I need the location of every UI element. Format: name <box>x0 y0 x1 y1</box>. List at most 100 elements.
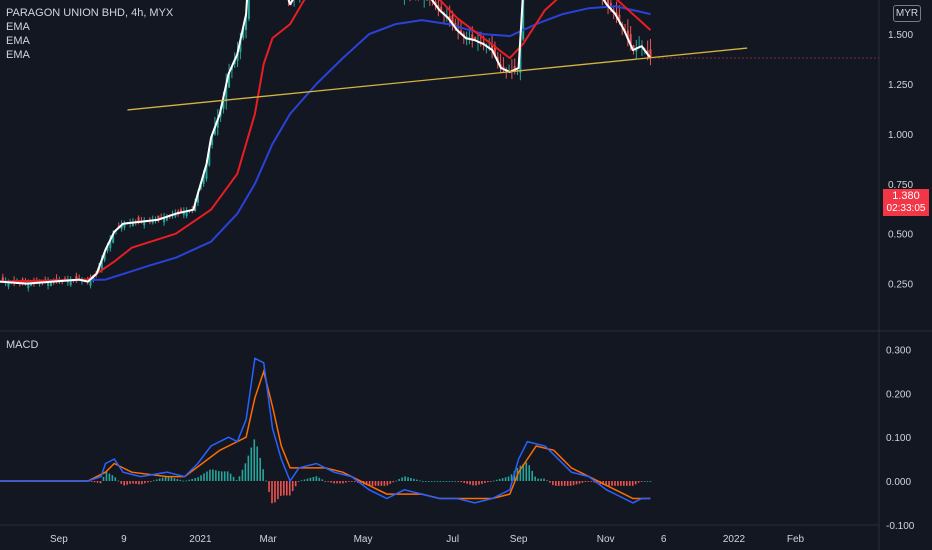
macd-histogram-bar <box>605 481 607 486</box>
price-tick-label[interactable]: 0.500 <box>888 230 913 241</box>
macd-histogram-bar <box>158 478 161 481</box>
macd-histogram-bar <box>297 481 300 482</box>
ema-legend-1[interactable]: EMA <box>6 21 30 33</box>
candle-body <box>646 50 649 55</box>
main-pane[interactable] <box>0 0 879 292</box>
macd-histogram-bar <box>457 481 460 482</box>
macd-histogram-bar <box>442 481 445 482</box>
time-tick-label[interactable]: Feb <box>787 534 805 545</box>
chart-legend: PARAGON UNION BHD, 4h, MYX EMA EMA EMA <box>6 6 173 62</box>
ema-legend-2[interactable]: EMA <box>6 35 30 47</box>
macd-histogram-bar <box>445 481 448 482</box>
ema-legend-3[interactable]: EMA <box>6 49 30 61</box>
candle-body <box>626 30 629 39</box>
macd-histogram-bar <box>534 476 536 481</box>
macd-histogram-bar <box>404 476 406 481</box>
macd-histogram-bar <box>108 473 111 481</box>
candle-body <box>49 281 52 286</box>
time-tick-label[interactable]: 2021 <box>189 534 212 545</box>
macd-legend[interactable]: MACD <box>6 339 39 351</box>
candle-body <box>208 147 211 166</box>
macd-tick-label[interactable]: 0.200 <box>886 389 911 400</box>
candle-body <box>245 14 248 30</box>
candle-body <box>174 213 177 217</box>
candle-body <box>482 41 485 45</box>
symbol-title[interactable]: PARAGON UNION BHD, 4h, MYX <box>6 7 174 19</box>
macd-histogram-bar <box>365 481 368 486</box>
macd-tick-label[interactable]: 0.100 <box>886 433 911 444</box>
time-tick-label[interactable]: May <box>354 534 373 545</box>
macd-histogram-bar <box>318 477 321 481</box>
macd-histogram-bar <box>147 481 149 483</box>
candle-body <box>451 15 454 24</box>
macd-histogram-bar <box>575 481 578 485</box>
candle-body <box>618 14 621 22</box>
time-axis[interactable]: Sep 9 2021 Mar May Jul Sep Nov 6 2022 Feb <box>50 534 805 545</box>
time-tick-label[interactable]: 2022 <box>723 534 746 545</box>
macd-histogram-bar <box>481 481 483 484</box>
time-tick-label[interactable]: Mar <box>259 534 277 545</box>
candle-body <box>236 53 239 61</box>
macd-histogram-bar <box>392 481 395 483</box>
time-tick-label[interactable]: Sep <box>510 534 528 545</box>
time-tick-label[interactable]: 6 <box>661 534 667 545</box>
macd-histogram-bar <box>259 457 261 481</box>
macd-histogram-bar <box>620 481 622 486</box>
macd-histogram-bar <box>389 481 392 484</box>
price-tick-label[interactable]: 1.250 <box>888 80 913 91</box>
macd-histogram-bar <box>439 481 442 482</box>
price-tick-label[interactable]: 0.250 <box>888 280 913 291</box>
macd-histogram-bar <box>584 481 587 482</box>
macd-pane[interactable] <box>0 357 652 504</box>
time-tick-label[interactable]: Nov <box>597 534 615 545</box>
macd-histogram-bar <box>525 462 528 481</box>
macd-histogram-bar <box>223 471 226 481</box>
candle-body <box>239 40 242 53</box>
price-axis[interactable]: 1.500 1.250 1.000 0.750 0.500 0.250 <box>888 30 913 291</box>
macd-histogram-bar <box>179 479 182 481</box>
macd-histogram-bar <box>368 481 371 486</box>
macd-histogram-bar <box>256 446 259 481</box>
macd-histogram-bar <box>427 481 430 482</box>
macd-histogram-bar <box>634 481 637 485</box>
macd-histogram-bar <box>315 476 318 481</box>
candle-body <box>1 277 4 282</box>
macd-tick-label[interactable]: -0.100 <box>886 521 915 532</box>
macd-histogram-bar <box>552 481 554 486</box>
macd-tick-label[interactable]: 0.300 <box>886 346 911 357</box>
macd-histogram-bar <box>463 481 465 483</box>
price-tick-label[interactable]: 1.000 <box>888 130 913 141</box>
price-tick-label[interactable]: 1.500 <box>888 30 913 41</box>
candle-body <box>106 245 109 251</box>
macd-histogram-bar <box>608 481 610 486</box>
macd-histogram-bar <box>407 477 409 481</box>
time-tick-label[interactable]: 9 <box>121 534 127 545</box>
macd-axis[interactable]: 0.300 0.200 0.100 0.000 -0.100 <box>886 346 915 532</box>
macd-histogram-bar <box>330 481 332 483</box>
macd-histogram-bar <box>359 481 362 484</box>
macd-histogram-bar <box>262 469 264 481</box>
time-tick-label[interactable]: Sep <box>50 534 68 545</box>
macd-histogram-bar <box>421 481 424 482</box>
macd-histogram-bar <box>466 481 468 484</box>
price-tick-label[interactable]: 0.750 <box>888 180 913 191</box>
macd-histogram-bar <box>353 481 356 482</box>
macd-histogram-bar <box>167 476 170 481</box>
macd-histogram-bar <box>285 481 288 496</box>
macd-histogram-bar <box>152 480 155 482</box>
macd-histogram-bar <box>637 481 640 483</box>
macd-histogram-bar <box>303 479 306 481</box>
macd-histogram-bar <box>540 478 542 481</box>
time-tick-label[interactable]: Jul <box>446 534 459 545</box>
macd-histogram-bar <box>90 481 93 482</box>
macd-histogram-bar <box>268 481 270 492</box>
macd-histogram-bar <box>182 480 185 482</box>
macd-histogram-bar <box>472 481 474 486</box>
macd-tick-label[interactable]: 0.000 <box>886 477 911 488</box>
macd-histogram-bar <box>498 478 501 481</box>
macd-histogram-bar <box>566 481 569 486</box>
currency-badge[interactable]: MYR <box>893 5 921 22</box>
candle-body <box>182 211 185 215</box>
macd-histogram-bar <box>490 481 492 482</box>
